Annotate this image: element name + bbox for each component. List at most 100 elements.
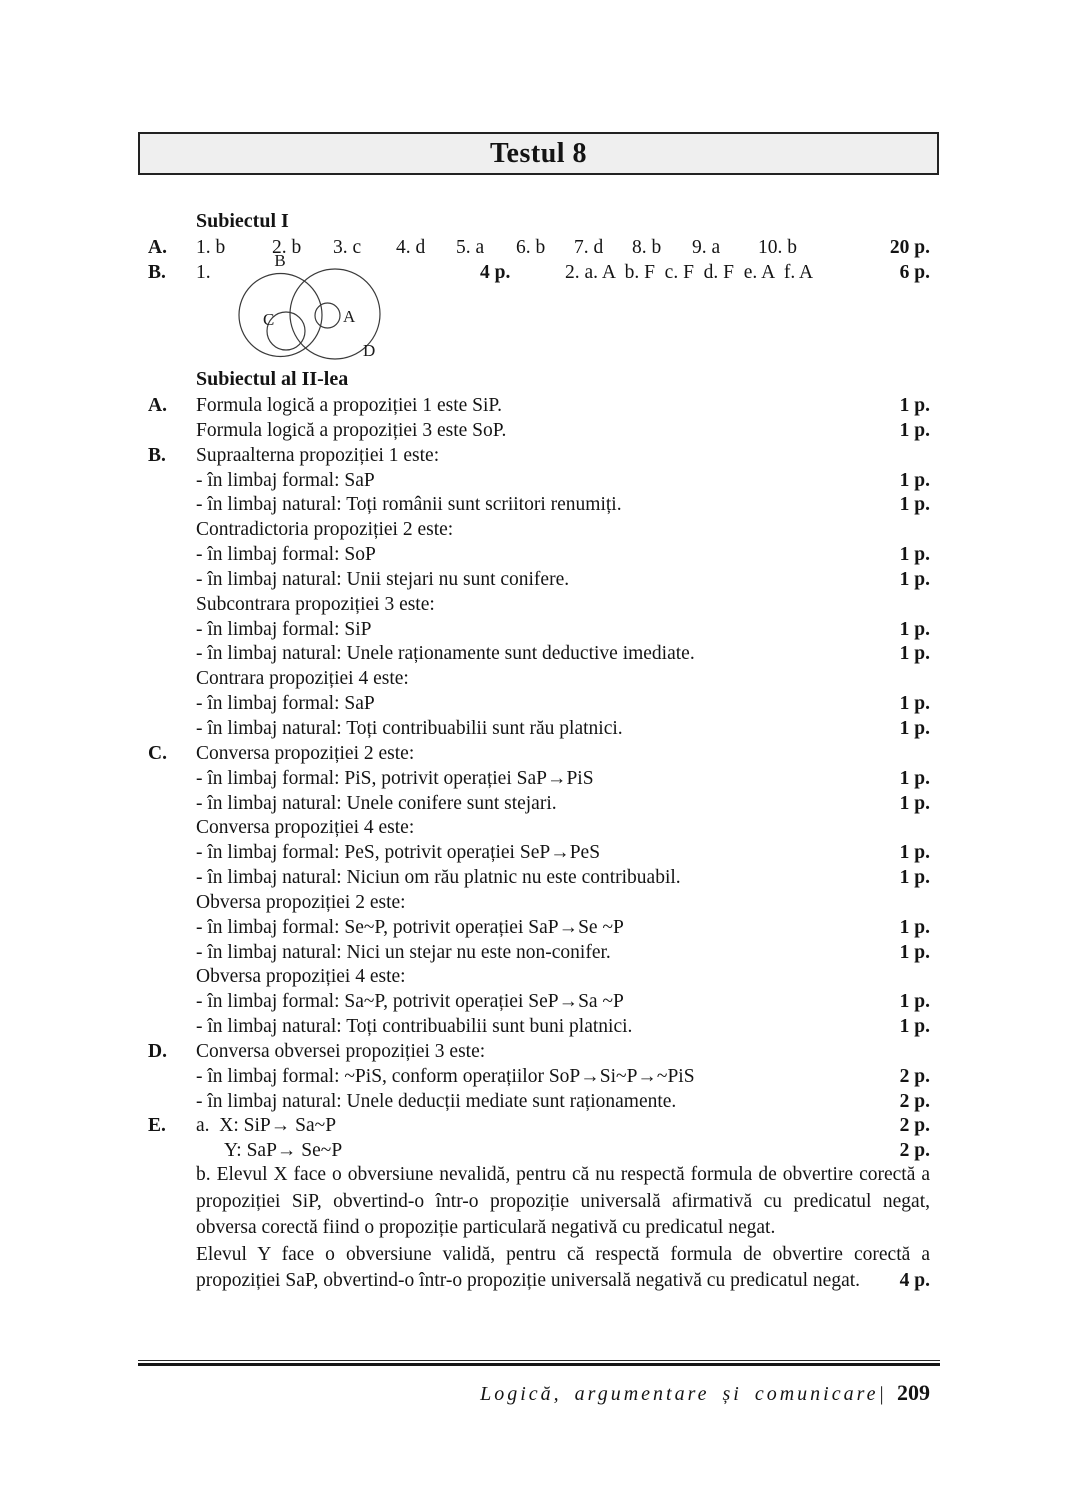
answer-row: - în limbaj formal: SaP 1 p. <box>148 692 930 717</box>
answer-text: - în limbaj formal: SaP <box>196 693 375 715</box>
answer-item: 7. d <box>574 237 604 258</box>
points-value: 1 p. <box>899 643 930 665</box>
answer-row: - în limbaj formal: SaP 1 p. <box>148 469 930 494</box>
answer-item: 2. b <box>272 237 302 258</box>
answer-item: 3. c <box>333 237 362 258</box>
answer-row: - în limbaj formal: SoP 1 p. <box>148 543 930 568</box>
venn-label-d: D <box>363 341 375 360</box>
answer-text: - în limbaj natural: Niciun om rău platn… <box>196 867 681 889</box>
footer-page-number: 209 <box>897 1380 930 1405</box>
venn-label-a: A <box>343 307 356 326</box>
points-value: 1 p. <box>899 916 930 938</box>
paragraph-text: b. Elevul X face o obversiune nevalidă, … <box>196 1164 930 1238</box>
footer-book-title: Logică, argumentare și comunicare| <box>480 1383 887 1405</box>
test-title-box: Testul 8 <box>138 132 939 175</box>
answer-text: - în limbaj natural: Unele conifere sunt… <box>196 792 557 814</box>
answer-text: Subcontrara propoziției 3 este: <box>196 593 435 615</box>
row-label <box>148 767 196 792</box>
points-value: 4 p. <box>899 1270 930 1291</box>
answer-row: - în limbaj natural: Toți contribuabilii… <box>148 717 930 742</box>
points-value: 1 p. <box>899 395 930 416</box>
row-label: A. <box>148 395 167 416</box>
answer-item: 8. b <box>632 237 662 258</box>
paragraph-text: Elevul Y face o obversiune validă, pentr… <box>196 1243 930 1292</box>
subject2-rows: A. Formula logică a propoziției 1 este S… <box>148 394 930 1164</box>
points-value: 1 p. <box>899 991 930 1013</box>
subject2-paragraphs: b. Elevul X face o obversiune nevalidă, … <box>196 1162 930 1295</box>
points-value: 1 p. <box>899 842 930 864</box>
answer-text: Conversa propoziției 2 este: <box>196 742 415 764</box>
row-label: E. <box>148 1115 166 1137</box>
row-label: A. <box>148 237 167 258</box>
answer-row: Obversa propoziției 4 este: <box>148 965 930 990</box>
subject1-row-b: B. 1. 4 p. 2. a. A b. F c. F d. F e. A f… <box>148 260 930 285</box>
row-label <box>148 941 196 966</box>
points-value: 1 p. <box>899 717 930 739</box>
answer-text: - în limbaj formal: SiP <box>196 618 372 640</box>
answer-text: - în limbaj formal: SoP <box>196 544 376 566</box>
row-label <box>148 717 196 742</box>
points-value: 6 p. <box>899 262 930 283</box>
row-label <box>148 841 196 866</box>
points-value: 1 p. <box>899 792 930 814</box>
answer-row: Obversa propoziției 2 este: <box>148 891 930 916</box>
answer-row: - în limbaj natural: Unii stejari nu sun… <box>148 568 930 593</box>
row-label <box>148 518 196 543</box>
row-label <box>148 692 196 717</box>
row-label <box>148 1090 196 1115</box>
answer-row: Contradictoria propoziției 2 este: <box>148 518 930 543</box>
answer-row: Conversa propoziției 4 este: <box>148 816 930 841</box>
points-value: 1 p. <box>899 767 930 789</box>
points-value: 1 p. <box>899 618 930 640</box>
answer-text: - în limbaj formal: Se~P, potrivit opera… <box>196 916 624 938</box>
row-label <box>148 1139 196 1164</box>
points-value: 1 p. <box>899 469 930 491</box>
row-label: B. <box>148 444 166 466</box>
answer-row: - în limbaj natural: Nici un stejar nu e… <box>148 941 930 966</box>
answer-item: 5. a <box>456 237 485 258</box>
answer-row: - în limbaj formal: Se~P, potrivit opera… <box>148 916 930 941</box>
row-label <box>148 990 196 1015</box>
footer-rule <box>138 1360 940 1366</box>
answer-text: Contrara propoziției 4 este: <box>196 668 409 690</box>
points-value: 20 p. <box>889 237 930 258</box>
points-value: 1 p. <box>899 941 930 963</box>
page-footer: Logică, argumentare și comunicare| 209 <box>480 1380 930 1406</box>
row-label: D. <box>148 1040 167 1062</box>
row-label <box>148 642 196 667</box>
answer-text: Obversa propoziției 4 este: <box>196 966 406 988</box>
row-label <box>148 593 196 618</box>
answer-row: A. Formula logică a propoziției 1 este S… <box>148 394 930 419</box>
answer-text: a. X: SiP→ Sa~P <box>196 1115 337 1137</box>
answer-text: Formula logică a propoziției 1 este SiP. <box>196 395 502 416</box>
answer-text: - în limbaj formal: SaP <box>196 469 375 491</box>
answer-text: - în limbaj formal: PiS, potrivit operaț… <box>196 767 594 789</box>
answer-text: Contradictoria propoziției 2 este: <box>196 519 454 541</box>
answer-row: - în limbaj formal: ~PiS, conform operaț… <box>148 1065 930 1090</box>
row-label <box>148 469 196 494</box>
answer-text: - în limbaj formal: Sa~P, potrivit opera… <box>196 991 624 1013</box>
answer-row: Y: SaP→ Se~P 2 p. <box>148 1139 930 1164</box>
answer-text: - în limbaj natural: Toți contribuabilii… <box>196 717 623 739</box>
answer-text: - în limbaj natural: Unele raționamente … <box>196 643 695 665</box>
answer-row: D. Conversa obversei propoziției 3 este: <box>148 1040 930 1065</box>
answer-row: - în limbaj formal: SiP 1 p. <box>148 618 930 643</box>
answer-row: Subcontrara propoziției 3 este: <box>148 593 930 618</box>
answer-row: - în limbaj natural: Toți românii sunt s… <box>148 493 930 518</box>
answer-row: - în limbaj natural: Unele deducții medi… <box>148 1090 930 1115</box>
row-label <box>148 667 196 692</box>
answer-item: 1. <box>196 262 211 283</box>
answer-text: - în limbaj formal: PeS, potrivit operaț… <box>196 842 601 864</box>
venn-label-c: C <box>263 310 274 329</box>
answer-text: - în limbaj natural: Toți contribuabilii… <box>196 1016 633 1038</box>
answer-row: - în limbaj formal: PiS, potrivit operaț… <box>148 767 930 792</box>
row-label <box>148 568 196 593</box>
answer-text: - în limbaj natural: Toți românii sunt s… <box>196 494 622 516</box>
row-label <box>148 891 196 916</box>
answer-item: 10. b <box>758 237 797 258</box>
answer-text: Obversa propoziției 2 este: <box>196 891 406 913</box>
row-label: C. <box>148 742 167 764</box>
answer-text: - în limbaj formal: ~PiS, conform operaț… <box>196 1065 695 1087</box>
